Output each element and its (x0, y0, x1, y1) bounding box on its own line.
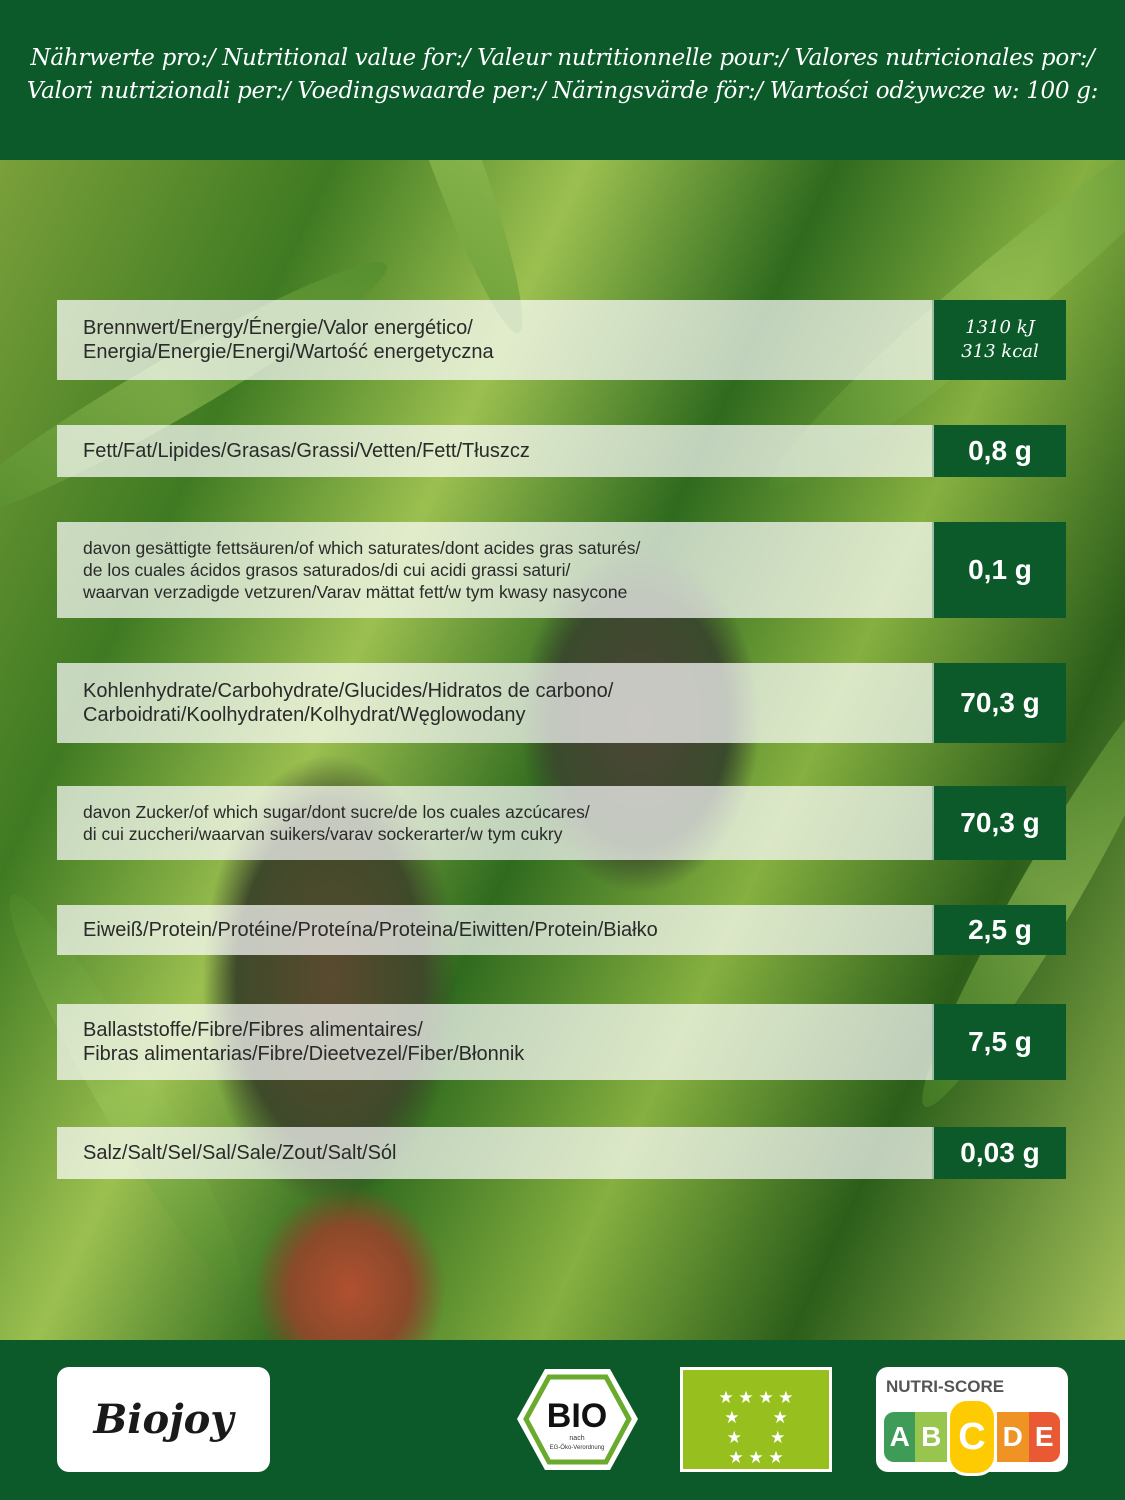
energy-value-line: 313 kcal (961, 341, 1039, 362)
nutrition-row: Salz/Salt/Sel/Sal/Sale/Zout/Salt/Sól 0,03… (57, 1127, 1066, 1179)
nutrient-value: 0,8 g (932, 425, 1066, 477)
nutrition-row: Ballaststoffe/Fibre/Fibres alimentaires/… (57, 1004, 1066, 1080)
svg-text:nach: nach (569, 1435, 584, 1442)
label-line: Ballaststoffe/Fibre/Fibres alimentaires/ (83, 1019, 423, 1041)
nutrition-row: Fett/Fat/Lipides/Grasas/Grassi/Vetten/Fe… (57, 425, 1066, 477)
nutrition-row: Brennwert/Energy/Énergie/Valor energétic… (57, 300, 1066, 380)
nutrient-label: Ballaststoffe/Fibre/Fibres alimentaires/… (57, 1004, 932, 1080)
label-line: de los cuales ácidos grasos saturados/di… (83, 560, 571, 580)
nutrition-row: Kohlenhydrate/Carbohydrate/Glucides/Hidr… (57, 663, 1066, 743)
biojoy-logo: Biojoy (57, 1367, 270, 1472)
nutrition-row: Eiweiß/Protein/Protéine/Proteína/Protein… (57, 905, 1066, 955)
nutrient-value: 70,3 g (932, 786, 1066, 860)
eu-organic-leaf-icon: ★ ★ ★ ★ ★ ★ ★ ★ ★ ★ ★ (680, 1367, 832, 1472)
nutrition-header: Nährwerte pro:/ Nutritional value for:/ … (0, 0, 1125, 160)
label-line: davon gesättigte fettsäuren/of which sat… (83, 538, 641, 558)
label-line: Eiweiß/Protein/Protéine/Proteína/Protein… (83, 919, 658, 941)
nutrient-label: Brennwert/Energy/Énergie/Valor energétic… (57, 300, 932, 380)
label-line: waarvan verzadigde vetzuren/Varav mättat… (83, 582, 628, 602)
nutri-score-b: B (915, 1412, 947, 1462)
nutri-score-a: A (884, 1412, 916, 1462)
label-line: Fibras alimentarias/Fibre/Dieetvezel/Fib… (83, 1043, 525, 1065)
header-line-2: Valori nutrizionali per:/ Voedingswaarde… (26, 78, 1099, 104)
header-line-1: Nährwerte pro:/ Nutritional value for:/ … (30, 45, 1095, 71)
energy-value-line: 1310 kJ (965, 317, 1035, 338)
nutrient-value: 0,1 g (932, 522, 1066, 618)
label-line: Fett/Fat/Lipides/Grasas/Grassi/Vetten/Fe… (83, 440, 530, 462)
nutri-score-d: D (997, 1412, 1029, 1462)
nutrition-row: davon Zucker/of which sugar/dont sucre/d… (57, 786, 1066, 860)
nutrient-label: Fett/Fat/Lipides/Grasas/Grassi/Vetten/Fe… (57, 425, 932, 477)
label-line: Kohlenhydrate/Carbohydrate/Glucides/Hidr… (83, 680, 614, 702)
nutrient-value: 0,03 g (932, 1127, 1066, 1179)
nutrition-row: davon gesättigte fettsäuren/of which sat… (57, 522, 1066, 618)
label-line: Brennwert/Energy/Énergie/Valor energétic… (83, 317, 473, 339)
nutrient-label: davon gesättigte fettsäuren/of which sat… (57, 522, 932, 618)
label-line: Energia/Energie/Energi/Wartość energetyc… (83, 341, 494, 363)
label-line: Carboidrati/Koolhydraten/Kolhydrat/Węglo… (83, 704, 526, 726)
bio-seal-icon: BIO nach EG-Öko-Verordnung (517, 1369, 638, 1470)
nutrient-label: Salz/Salt/Sel/Sal/Sale/Zout/Salt/Sól (57, 1127, 932, 1179)
label-line: di cui zuccheri/waarvan suikers/varav so… (83, 824, 563, 844)
footer: Biojoy BIO nach EG-Öko-Verordnung ★ ★ ★ … (0, 1340, 1125, 1500)
nutrient-value: 1310 kJ 313 kcal (932, 300, 1066, 380)
svg-text:BIO: BIO (547, 1397, 607, 1435)
svg-text:EG-Öko-Verordnung: EG-Öko-Verordnung (550, 1444, 605, 1451)
nutrient-value: 7,5 g (932, 1004, 1066, 1080)
nutri-score-c: C (946, 1398, 998, 1476)
nutrient-label: davon Zucker/of which sugar/dont sucre/d… (57, 786, 932, 860)
label-line: davon Zucker/of which sugar/dont sucre/d… (83, 802, 590, 822)
nutri-score-e: E (1028, 1412, 1061, 1462)
label-line: Salz/Salt/Sel/Sal/Sale/Zout/Salt/Sól (83, 1142, 397, 1164)
nutrient-label: Eiweiß/Protein/Protéine/Proteína/Protein… (57, 905, 932, 955)
nutrient-value: 70,3 g (932, 663, 1066, 743)
nutrient-label: Kohlenhydrate/Carbohydrate/Glucides/Hidr… (57, 663, 932, 743)
nutrient-value: 2,5 g (932, 905, 1066, 955)
